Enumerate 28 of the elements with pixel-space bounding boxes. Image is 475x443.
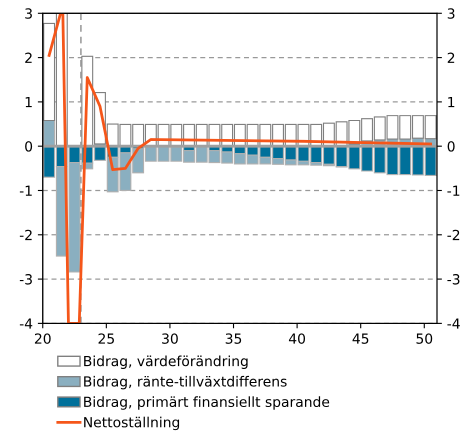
legend-label: Bidrag, värdeförändring bbox=[84, 356, 248, 369]
y2-tick-label: -3 bbox=[447, 274, 460, 285]
legend-label: Nettoställning bbox=[84, 416, 180, 430]
y-tick-label: -1 bbox=[20, 186, 32, 196]
y-tick-label: -4 bbox=[20, 318, 32, 329]
x-tick-label: 30 bbox=[162, 333, 178, 344]
y-tick-label: 1 bbox=[26, 97, 32, 108]
y-tick-label: -2 bbox=[20, 230, 32, 240]
x-tick-label: 45 bbox=[352, 334, 368, 344]
y-tick-label: -3 bbox=[20, 274, 32, 285]
line-series bbox=[48, 13, 432, 324]
y-tick-label: 2 bbox=[25, 52, 32, 63]
y-tick-label: 0 bbox=[25, 141, 32, 152]
x-tick-label: 25 bbox=[98, 333, 114, 344]
y2-tick-label: -2 bbox=[447, 230, 460, 240]
y2-tick-label: -4 bbox=[447, 318, 460, 329]
x-tick-label: 50 bbox=[416, 333, 432, 344]
y-tick-label: 3 bbox=[25, 8, 32, 19]
legend-label: Bidrag, primärt finansiellt sparande bbox=[84, 396, 330, 410]
x-tick-label: 40 bbox=[288, 333, 306, 344]
y2-tick-label: -1 bbox=[447, 186, 460, 196]
x-tick-label: 35 bbox=[226, 333, 242, 344]
y2-tick-label: 3 bbox=[448, 8, 454, 19]
x-tick-label: 20 bbox=[34, 333, 51, 344]
y2-tick-label: 0 bbox=[448, 141, 455, 152]
y2-tick-label: 2 bbox=[448, 52, 454, 63]
y2-tick-label: 1 bbox=[448, 97, 454, 108]
legend-label: Bidrag, ränte-tillväxtdifferens bbox=[84, 376, 287, 390]
